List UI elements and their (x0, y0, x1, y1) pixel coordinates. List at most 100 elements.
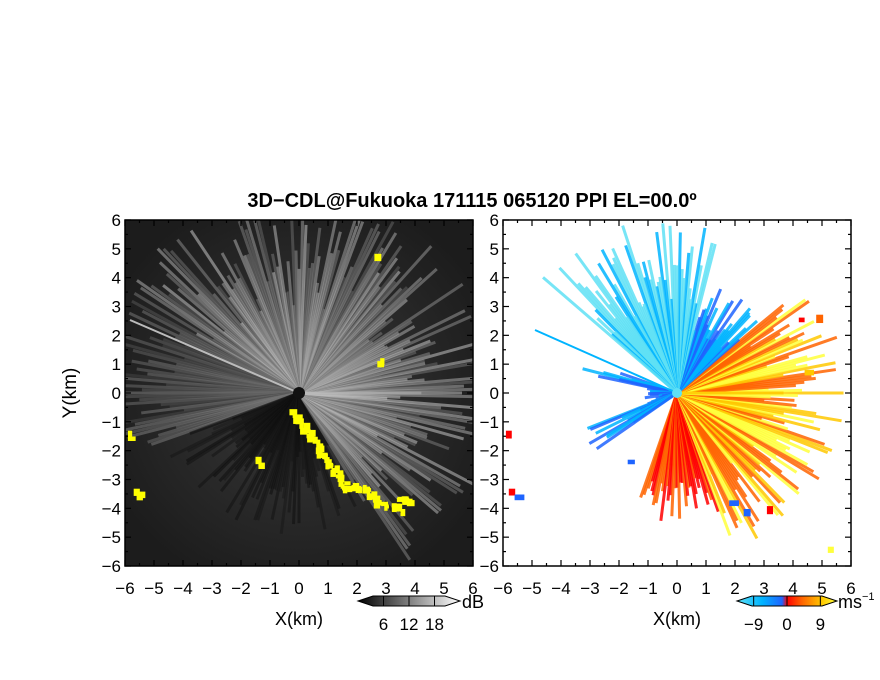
x-tick-label: −6 (115, 579, 134, 598)
clutter-mark (374, 497, 379, 502)
clutter-mark (335, 468, 339, 474)
x-tick-label: −4 (551, 579, 570, 598)
velocity-mark (743, 509, 751, 517)
clutter-mark (303, 422, 311, 431)
clutter-mark (335, 474, 342, 479)
x-tick-label: −3 (202, 579, 221, 598)
x-tick-label: −6 (493, 579, 512, 598)
velocity-panel: −6 −5 −4 −3 −2 −1 0 1 2 3 4 5 6 6 5 4 3 2 1 0 −1 −2 −3 −4 −5 −6 X… (480, 211, 856, 629)
y-tick-label: −6 (480, 557, 499, 576)
velocity-colorbar: −9 0 9 ms−1 (735, 591, 875, 634)
reflectivity-axes: −6 −5 −4 −3 −2 −1 0 1 2 3 4 5 6 6 5 4 3 2 1 0 −1 −2 −3 −4 −5 −6 (102, 211, 478, 598)
clutter-mark (294, 414, 303, 421)
reflectivity-panel: −6 −5 −4 −3 −2 −1 0 1 2 3 4 5 6 6 5 4 3 2 1 0 −1 −2 −3 −4 −5 −6 X… (102, 211, 478, 629)
reflectivity-colorbar-unit: dB (462, 592, 484, 612)
y-tick-label: 4 (112, 269, 121, 288)
clutter-mark (402, 500, 410, 505)
colorbar-tick-label: 18 (425, 615, 444, 634)
clutter-mark (367, 488, 372, 492)
reflectivity-rays (125, 220, 473, 561)
velocity-xlabel: X(km) (653, 609, 701, 629)
x-tick-label: 4 (410, 579, 419, 598)
clutter-mark (306, 433, 314, 439)
clutter-mark (295, 417, 300, 425)
y-axis-label: Y(km) (60, 368, 81, 419)
reflectivity-overlay (127, 253, 415, 517)
x-tick-label: −4 (173, 579, 192, 598)
clutter-mark (299, 418, 304, 425)
clutter-mark (311, 436, 318, 442)
reflectivity-xlabel: X(km) (275, 609, 323, 629)
clutter-mark (344, 481, 351, 486)
y-tick-label: 6 (490, 211, 499, 230)
clutter-mark (313, 440, 318, 444)
colorbar-tick-label: 12 (400, 615, 419, 634)
clutter-mark (258, 462, 265, 469)
x-tick-label: −3 (580, 579, 599, 598)
x-tick-label: 1 (323, 579, 332, 598)
clutter-mark (366, 493, 372, 501)
y-tick-label: 2 (490, 326, 499, 345)
x-tick-label: 1 (701, 579, 710, 598)
radar-site-marker (293, 387, 305, 399)
colorbar-tick-label: 0 (782, 615, 791, 634)
velocity-mark (508, 488, 516, 496)
clutter-mark (385, 505, 389, 509)
y-tick-label: −1 (480, 413, 499, 432)
clutter-mark (139, 491, 146, 499)
x-tick-label: 2 (352, 579, 361, 598)
x-tick-label: −1 (638, 579, 657, 598)
clutter-mark (358, 486, 363, 494)
velocity-mark (816, 314, 824, 324)
clutter-mark (255, 456, 262, 465)
x-tick-label: 3 (759, 579, 768, 598)
y-tick-label: −3 (102, 471, 121, 490)
y-tick-label: −6 (102, 557, 121, 576)
clutter-mark (315, 447, 323, 455)
clutter-mark (317, 445, 324, 450)
y-tick-label: 5 (490, 240, 499, 259)
velocity-ray (534, 329, 678, 394)
clutter-mark (400, 509, 406, 517)
y-tick-label: 4 (490, 269, 499, 288)
reflectivity-colorbar: 6 12 18 dB (356, 592, 484, 634)
velocity-rays (505, 223, 844, 553)
clutter-mark (317, 451, 323, 456)
y-tick-label: 0 (490, 384, 499, 403)
y-tick-label: 2 (112, 326, 121, 345)
y-tick-label: 1 (490, 355, 499, 374)
velocity-mark (729, 500, 739, 507)
clutter-mark (133, 488, 140, 496)
clutter-mark (324, 459, 332, 464)
clutter-mark (334, 465, 340, 472)
y-tick-label: −3 (480, 471, 499, 490)
colorbar-tick-label: −9 (744, 615, 763, 634)
clutter-mark (393, 503, 401, 511)
clutter-mark (391, 503, 397, 513)
clutter-mark (377, 499, 382, 506)
clutter-mark (377, 361, 384, 368)
clutter-mark (330, 469, 336, 477)
y-tick-label: −2 (480, 442, 499, 461)
clutter-mark (127, 436, 136, 441)
y-tick-label: −4 (102, 499, 121, 518)
clutter-mark (406, 500, 415, 507)
x-tick-label: −5 (522, 579, 541, 598)
x-tick-label: 6 (468, 579, 477, 598)
clutter-mark (342, 485, 348, 494)
y-tick-label: 5 (112, 240, 121, 259)
velocity-ray (542, 276, 678, 395)
clutter-mark (397, 496, 404, 502)
clutter-mark (371, 491, 378, 499)
velocity-mark (505, 430, 512, 439)
clutter-mark (341, 475, 345, 479)
y-tick-label: 6 (112, 211, 121, 230)
y-tick-label: −5 (480, 528, 499, 547)
clutter-mark (337, 472, 344, 477)
clutter-mark (127, 430, 133, 439)
x-tick-label: 0 (294, 579, 303, 598)
x-tick-label: 3 (381, 579, 390, 598)
x-tick-label: 2 (730, 579, 739, 598)
velocity-mark (766, 506, 774, 515)
y-tick-label: −1 (102, 413, 121, 432)
